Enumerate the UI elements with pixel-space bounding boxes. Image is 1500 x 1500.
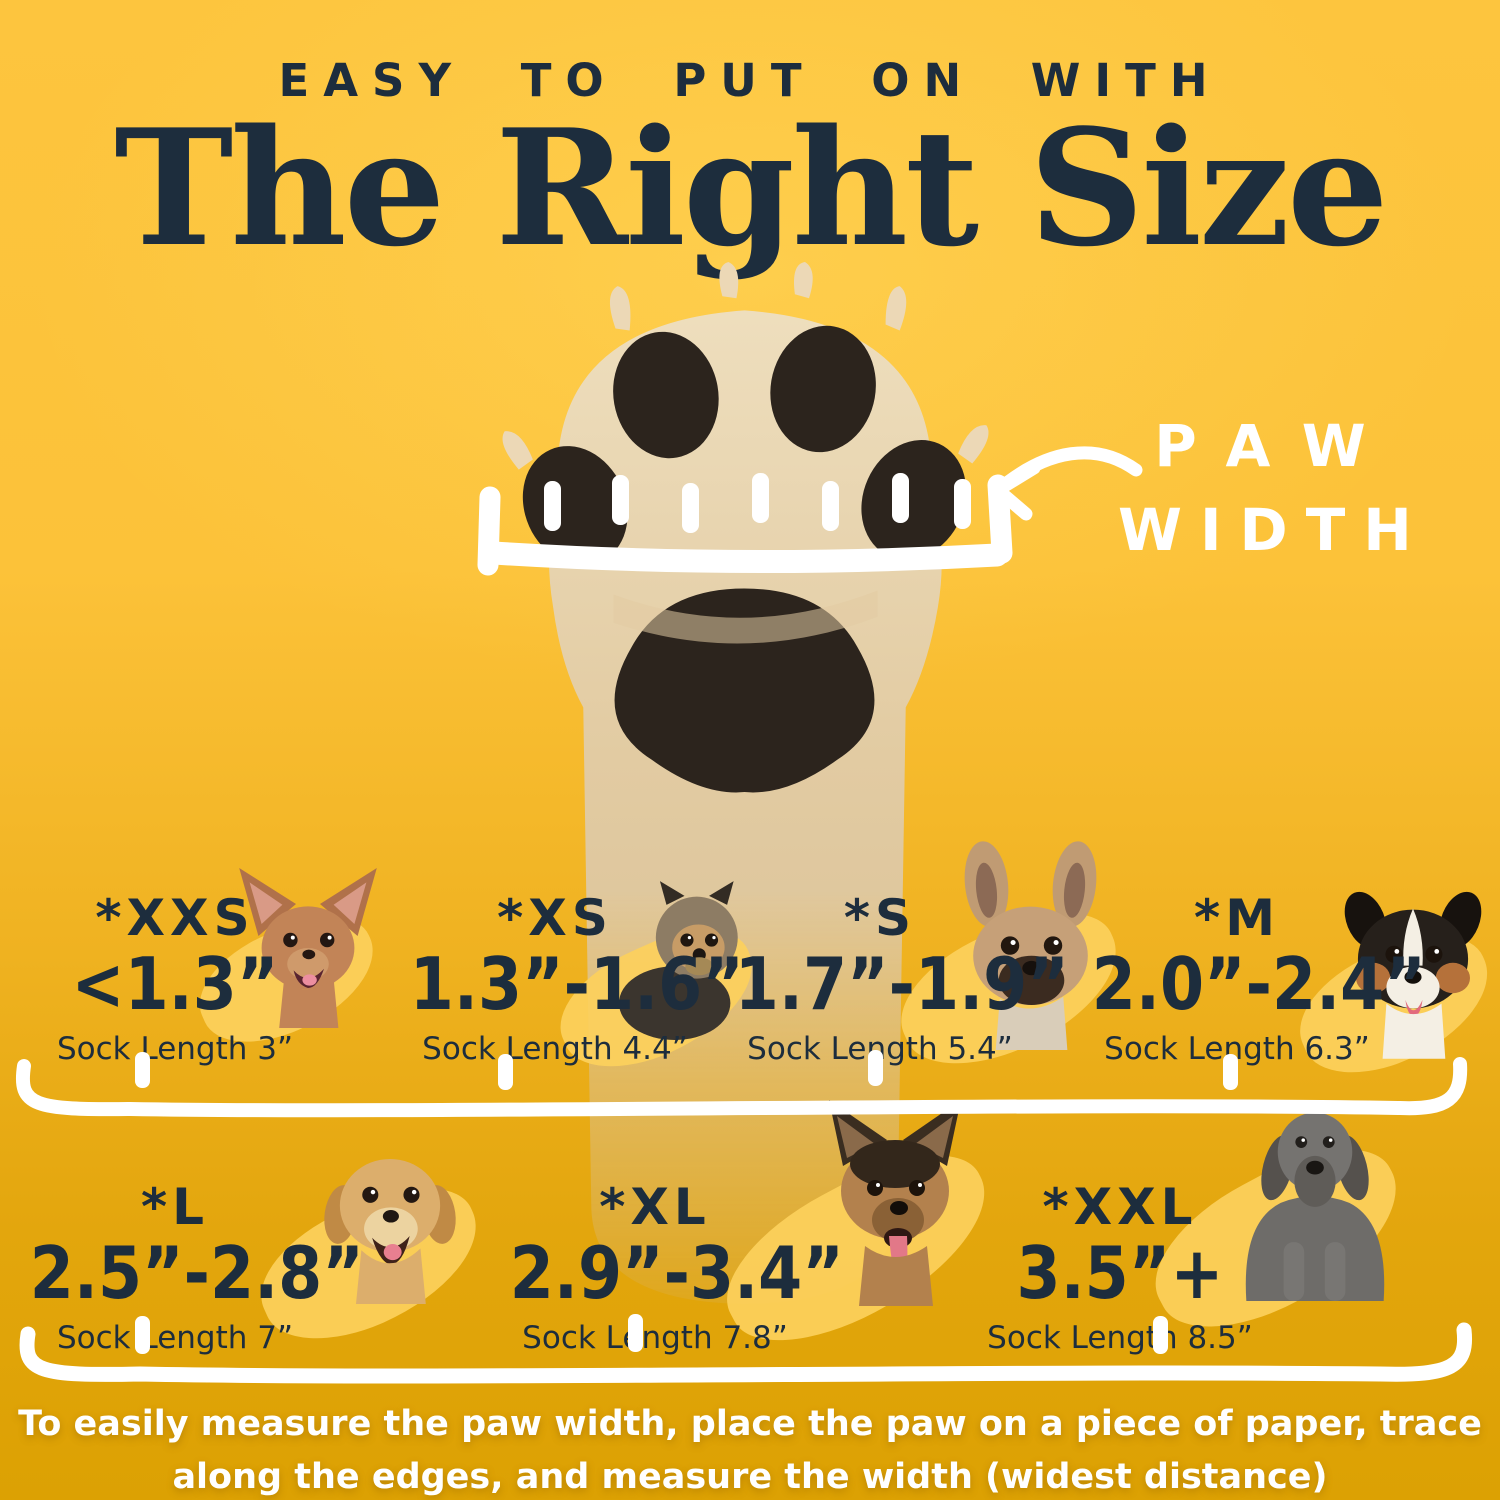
paw-central-pad: [614, 588, 875, 793]
size-block-l: *L 2.5”-2.8” Sock Length 7”: [10, 1178, 364, 1356]
measure-dashes: [544, 473, 971, 533]
dog-photo-great-dane: [1180, 1095, 1450, 1305]
sock-length: Sock Length 3”: [56, 1030, 294, 1067]
size-label: *XXL: [1042, 1178, 1198, 1236]
paw-width-range: 1.3”-1.6”: [409, 942, 744, 1026]
measuring-instructions-line2: along the edges, and measure the width (…: [172, 1456, 1328, 1497]
paw-width-range: 2.5”-2.8”: [29, 1231, 364, 1315]
paw-width-range: 3.5”+: [1016, 1231, 1224, 1315]
paw-width-range: 1.7”-1.9”: [734, 942, 1069, 1026]
dog-photo-yorkshire-terrier-puppy: [582, 868, 787, 1044]
size-label: *S: [843, 889, 917, 947]
dog-photo-australian-shepherd: [1318, 858, 1500, 1064]
size-label: *M: [1194, 889, 1280, 947]
sock-length: Sock Length 4.4”: [422, 1030, 688, 1067]
size-group-bracket: [0, 1312, 1500, 1390]
size-block-xs: *XS 1.3”-1.6” Sock Length 4.4”: [390, 889, 744, 1067]
sock-length: Sock Length 7”: [56, 1319, 294, 1356]
size-block-xxl: *XXL 3.5”+ Sock Length 8.5”: [955, 1182, 1285, 1356]
dog-photo-french-bulldog: [928, 835, 1133, 1054]
size-group-bracket: [0, 1050, 1500, 1128]
title-kicker: EASY TO PUT ON WITH: [278, 54, 1222, 107]
size-label: *XS: [497, 889, 613, 947]
dog-photo-golden-retriever: [292, 1116, 488, 1308]
paw-width-measure-line: [452, 455, 1037, 600]
sock-length: Sock Length 8.5”: [987, 1319, 1253, 1356]
size-label: *XL: [599, 1178, 711, 1236]
paw-width-label-line1: PAW: [1154, 412, 1400, 480]
paw-width-label-line2: WIDTH: [1118, 496, 1430, 564]
size-block-m: *M 2.0”-2.4” Sock Length 6.3”: [1072, 889, 1426, 1067]
page-title: The Right Size: [114, 94, 1388, 282]
measuring-instructions: To easily measure the paw width, place t…: [0, 1398, 1500, 1500]
size-block-xxs: *XXS <1.3” Sock Length 3”: [10, 893, 340, 1067]
paw-width-arrow: [972, 438, 1147, 533]
size-label: *XXS: [95, 889, 255, 947]
paw-width-range: 2.0”-2.4”: [1091, 942, 1426, 1026]
size-label: *L: [140, 1178, 209, 1236]
size-block-xl: *XL 2.9”-3.4” Sock Length 7.8”: [490, 1178, 844, 1356]
paw-width-range: 2.9”-3.4”: [509, 1231, 844, 1315]
sock-length: Sock Length 7.8”: [522, 1319, 788, 1356]
dog-photo-chihuahua: [222, 860, 394, 1032]
paw-claws: [502, 262, 989, 470]
paw-width-range: <1.3”: [71, 942, 279, 1026]
paw-width-label: PAW WIDTH: [1100, 412, 1420, 564]
measuring-instructions-line1: To easily measure the paw width, place t…: [18, 1404, 1482, 1444]
size-block-s: *S 1.7”-1.9” Sock Length 5.4”: [715, 889, 1069, 1067]
dog-photo-german-shepherd: [795, 1095, 995, 1311]
paw-toe-pads: [522, 325, 967, 566]
